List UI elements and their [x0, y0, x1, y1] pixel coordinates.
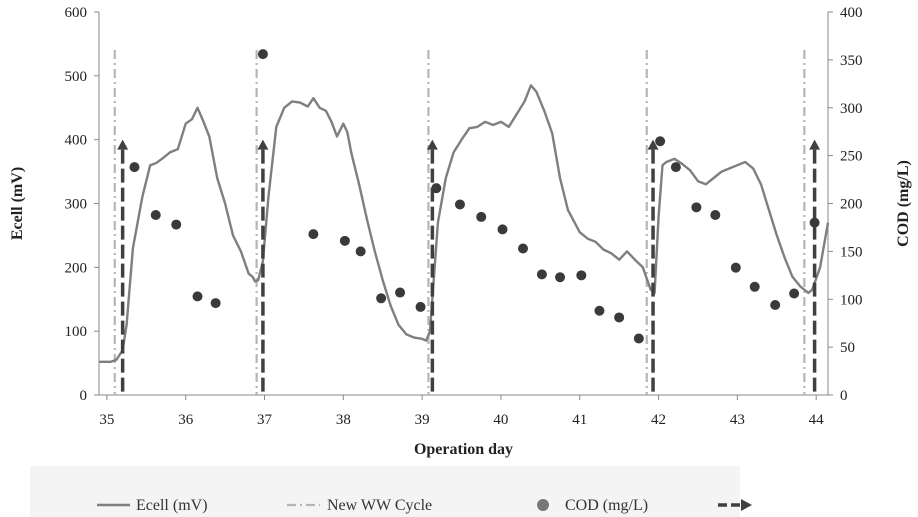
legend-box [30, 466, 740, 517]
y-right-tick-label: 0 [840, 388, 848, 404]
legend-cod-swatch [537, 499, 549, 511]
cod-point [789, 288, 800, 299]
cod-point [129, 162, 140, 173]
cycle-arrow [809, 139, 821, 395]
y-right-tick-label: 350 [840, 53, 863, 69]
x-tick-label: 44 [809, 412, 825, 428]
x-tick-label: 39 [415, 412, 430, 428]
cod-point [710, 209, 721, 220]
cod-point [809, 217, 820, 228]
x-tick-label: 37 [257, 412, 273, 428]
cod-point [308, 229, 319, 240]
y-left-tick-label: 600 [65, 5, 88, 21]
cod-point [770, 299, 781, 310]
y-left-tick-label: 100 [65, 324, 88, 340]
x-axis-title: Operation day [414, 441, 513, 458]
new-ww-cycle-lines [113, 50, 806, 395]
cycle-arrow [117, 139, 129, 395]
x-tick-label: 40 [493, 412, 508, 428]
cod-point [257, 49, 268, 60]
cycle-arrow-head [809, 139, 821, 150]
legend-cycle-label: New WW Cycle [327, 497, 432, 514]
cod-point [339, 235, 350, 246]
legend-arrow-head [741, 499, 752, 511]
y-axis-left-title: Ecell (mV) [9, 167, 26, 240]
y-right-tick-label: 150 [840, 244, 863, 260]
cod-point [555, 272, 566, 283]
cod-point [150, 209, 161, 220]
cod-point [192, 291, 203, 302]
cod-point [655, 136, 666, 147]
legend-arrow-swatch [718, 499, 752, 511]
y-right-tick-label: 50 [840, 340, 855, 356]
y-right-tick-label: 250 [840, 149, 863, 165]
cod-point [171, 219, 182, 230]
x-tick-label: 43 [730, 412, 745, 428]
cod-point [395, 287, 406, 298]
cod-point [518, 243, 529, 254]
y-left-tick-label: 200 [65, 260, 88, 276]
ecell-line [99, 84, 830, 363]
legend-cod-label: COD (mg/L) [565, 497, 648, 514]
cycle-arrow [647, 139, 659, 395]
cod-point [431, 183, 442, 194]
y-right-tick-label: 400 [840, 5, 863, 21]
tick-labels: 35 36 37 38 39 40 41 42 43 44 0 100 200 300 400 500 600 0… [65, 5, 863, 428]
y-left-tick-label: 400 [65, 133, 88, 149]
x-tick-label: 36 [178, 412, 194, 428]
y-left-tick-label: 300 [65, 197, 88, 213]
legend: Ecell (mV) New WW Cycle COD (mg/L) [97, 497, 752, 514]
cod-point [576, 270, 587, 281]
y-right-tick-label: 200 [840, 197, 863, 213]
y-left-tick-label: 0 [80, 388, 88, 404]
cod-point [749, 281, 760, 292]
y-left-tick-label: 500 [65, 69, 88, 85]
cod-point [355, 246, 366, 257]
cod-point [536, 269, 547, 280]
cod-point [476, 211, 487, 222]
y-right-tick-label: 100 [840, 292, 863, 308]
cod-point [415, 301, 426, 312]
ecell-series [99, 84, 830, 363]
cycle-arrow-head [647, 139, 659, 150]
y-right-tick-label: 300 [840, 101, 863, 117]
x-tick-label: 35 [99, 412, 114, 428]
cod-point [594, 305, 605, 316]
x-tick-label: 41 [572, 412, 587, 428]
cycle-arrow-head [257, 139, 269, 150]
cod-series [129, 49, 820, 344]
y-axis-right-title: COD (mg/L) [895, 160, 912, 247]
cod-point [730, 262, 741, 273]
cod-point [633, 333, 644, 344]
cycle-arrow-head [426, 139, 438, 150]
cycle-arrow-head [117, 139, 129, 150]
cod-point [376, 293, 387, 304]
cod-point [670, 162, 681, 173]
cod-point [210, 298, 221, 309]
x-tick-label: 38 [336, 412, 351, 428]
legend-ecell-label: Ecell (mV) [136, 497, 208, 514]
arrow-markers [117, 139, 821, 395]
chart-axes [94, 11, 833, 400]
x-tick-label: 42 [651, 412, 666, 428]
legend-background [30, 466, 740, 517]
cod-point [614, 312, 625, 323]
cod-point [691, 202, 702, 213]
cycle-arrow [257, 139, 269, 395]
cod-point [497, 224, 508, 235]
cod-point [454, 199, 465, 210]
